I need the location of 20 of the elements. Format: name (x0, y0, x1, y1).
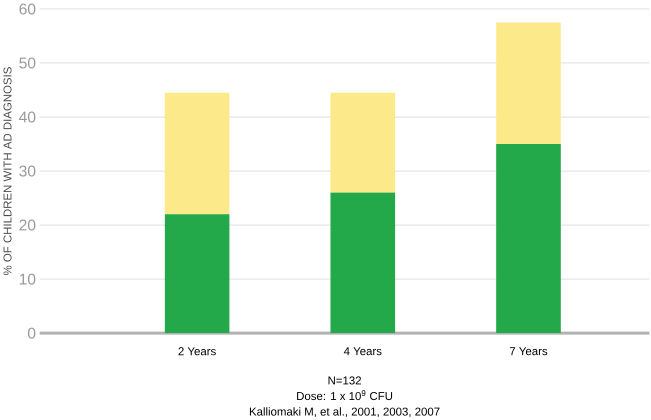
y-tick-label: 50 (19, 57, 36, 68)
bar (496, 22, 561, 144)
y-tick-label: 10 (20, 273, 36, 284)
text: Dose: 1 x 10$^{9}$ CFU (297, 390, 392, 400)
y-tick-label: 60 (19, 3, 36, 14)
y-axis-title: % OF CHILDREN WITH AD DIAGNOSIS (3, 66, 12, 275)
text: Kalliomaki M, et al., 2001, 2003, 2007 (250, 407, 440, 417)
bar (330, 192, 396, 333)
bar (164, 92, 230, 214)
y-tick-label: 30 (19, 165, 36, 176)
bar (330, 92, 396, 192)
bar (164, 214, 230, 333)
bar (496, 144, 561, 333)
x-tick-label: 4 Years (344, 347, 382, 355)
x-tick-label: 2 Years (178, 347, 216, 356)
x-tick-label: 7 Years (510, 347, 548, 355)
y-tick-label: 0 (28, 327, 36, 338)
y-tick-label: 20 (19, 219, 36, 230)
text: N=132 (328, 376, 361, 384)
y-tick-label: 40 (19, 111, 36, 122)
